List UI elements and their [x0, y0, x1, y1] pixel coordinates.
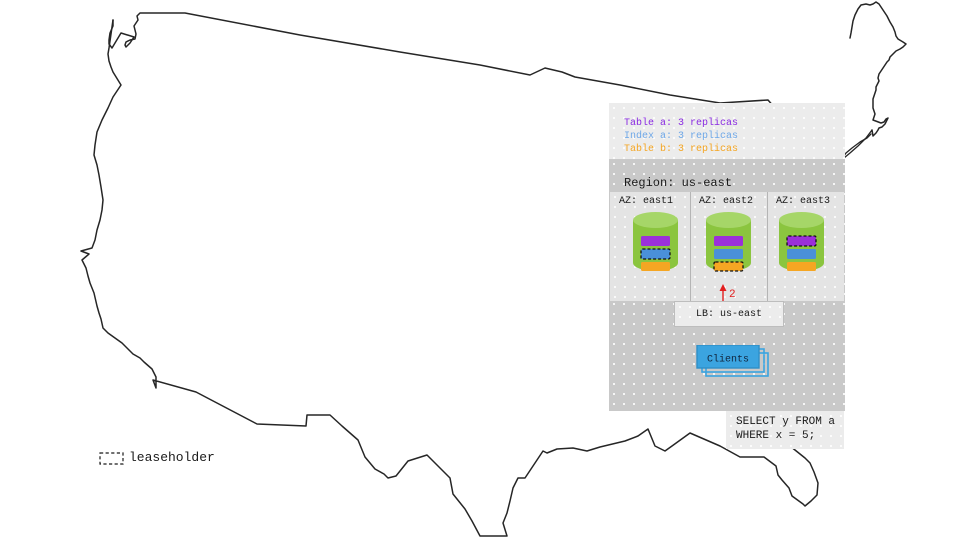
svg-text:Clients: Clients [707, 354, 749, 366]
svg-text:2: 2 [729, 289, 736, 301]
